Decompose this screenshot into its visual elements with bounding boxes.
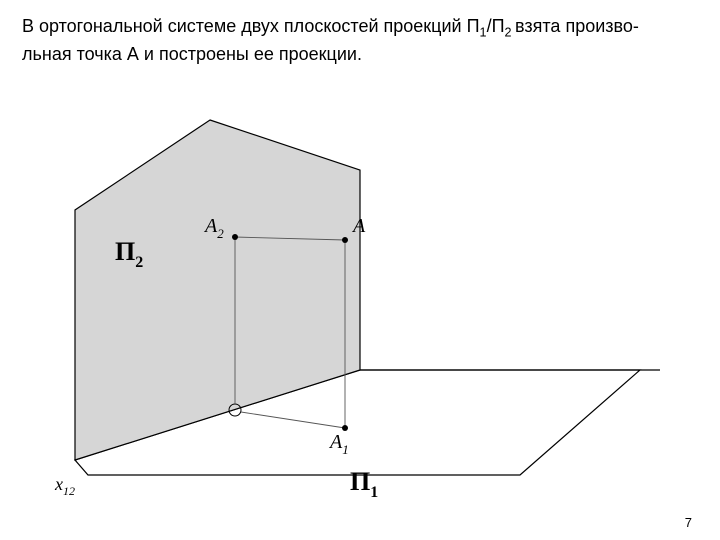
label-A: A <box>351 215 366 237</box>
point-A2 <box>232 234 238 240</box>
point-A <box>342 237 348 243</box>
projection-diagram: A2 A A1 П2 П1 x12 <box>0 0 720 540</box>
label-x12: x12 <box>54 474 75 498</box>
point-A1 <box>342 425 348 431</box>
